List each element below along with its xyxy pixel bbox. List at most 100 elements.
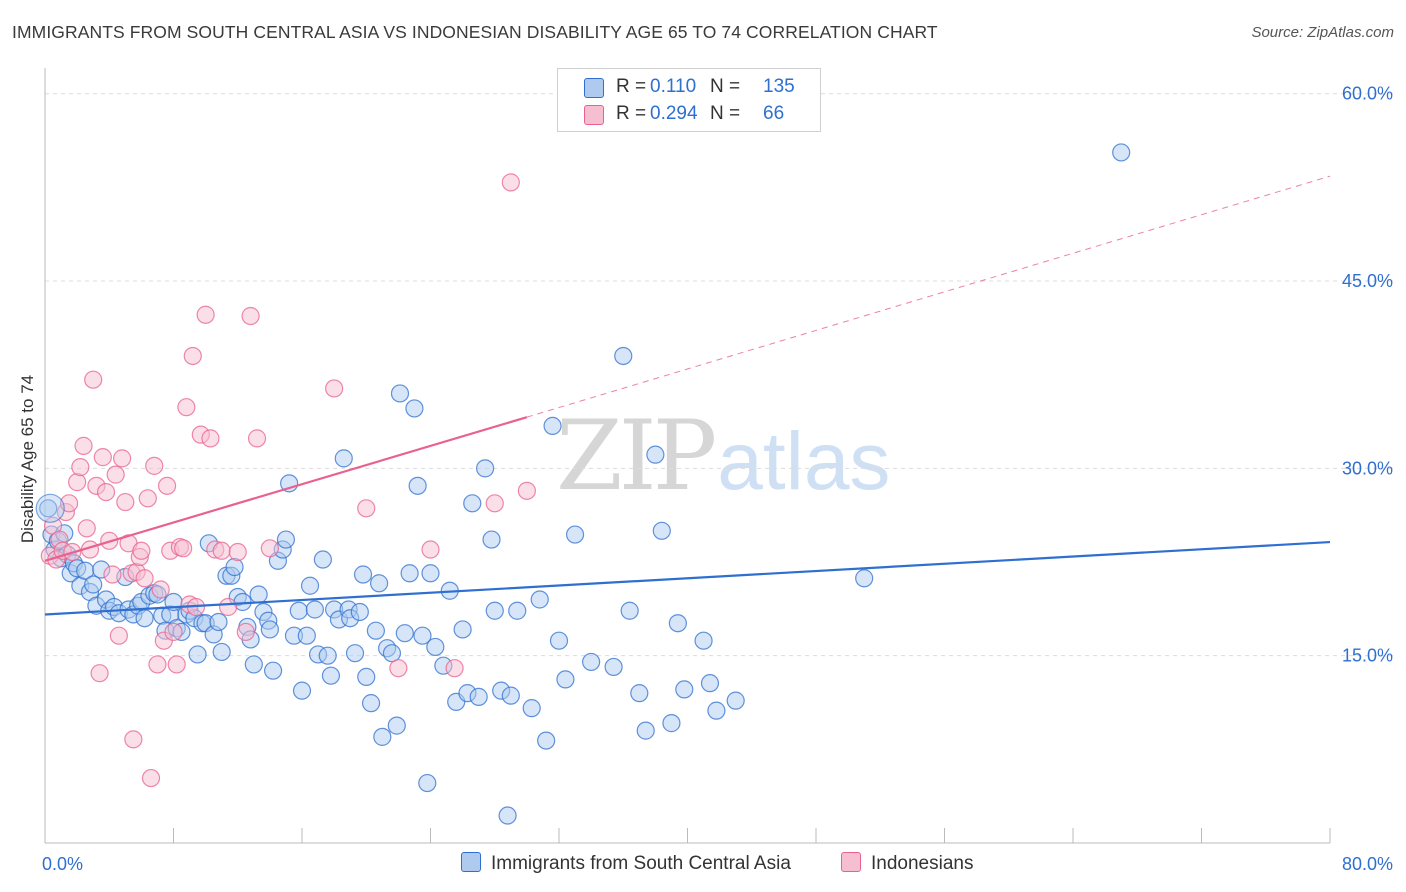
data-point-indonesians: [228, 542, 247, 562]
y-tick-label: 15.0%: [1342, 646, 1393, 666]
data-point-indonesians: [124, 730, 143, 749]
data-point-indonesians: [357, 499, 376, 518]
data-point-indonesians: [183, 346, 202, 366]
data-point-indonesians: [74, 436, 93, 455]
x-tick-label: 80.0%: [1342, 854, 1393, 874]
data-point-indonesians: [260, 539, 279, 558]
legend-label: Immigrants from South Central Asia: [491, 853, 791, 874]
data-point-indonesians: [201, 429, 220, 448]
data-point-south-central-asia: [297, 626, 316, 645]
data-point-south-central-asia: [361, 694, 381, 713]
data-point-south-central-asia: [370, 574, 389, 593]
data-point-south-central-asia: [620, 601, 639, 620]
watermark-atlas: atlas: [717, 416, 891, 507]
data-point-south-central-asia: [84, 575, 103, 594]
data-point-indonesians: [421, 540, 440, 559]
data-point-south-central-asia: [694, 631, 713, 650]
data-point-indonesians: [135, 569, 154, 588]
data-point-south-central-asia: [39, 499, 58, 518]
data-point-indonesians: [247, 429, 267, 448]
data-point-south-central-asia: [418, 773, 437, 793]
data-point-south-central-asia: [482, 530, 501, 549]
data-point-indonesians: [59, 494, 79, 513]
data-point-south-central-asia: [318, 646, 337, 665]
data-point-indonesians: [96, 482, 116, 502]
data-point-indonesians: [389, 659, 408, 678]
data-point-indonesians: [157, 476, 177, 495]
data-point-south-central-asia: [209, 612, 228, 632]
data-point-south-central-asia: [405, 399, 424, 418]
n-label: N =: [710, 76, 741, 97]
data-point-south-central-asia: [463, 494, 482, 513]
watermark-zip: ZIP: [556, 400, 717, 512]
y-axis-label: Disability Age 65 to 74: [18, 375, 37, 543]
data-point-indonesians: [212, 541, 231, 560]
r-label: R =: [616, 76, 647, 97]
data-point-south-central-asia: [508, 601, 527, 620]
data-point-indonesians: [177, 398, 196, 417]
data-point-indonesians: [164, 622, 183, 642]
data-point-indonesians: [90, 664, 109, 683]
data-point-south-central-asia: [1112, 143, 1131, 162]
data-point-indonesians: [71, 458, 90, 477]
data-point-south-central-asia: [537, 731, 556, 750]
data-point-indonesians: [219, 597, 238, 617]
data-point-indonesians: [103, 565, 122, 584]
data-point-south-central-asia: [565, 525, 585, 544]
data-point-south-central-asia: [313, 550, 332, 569]
data-point-south-central-asia: [855, 569, 874, 588]
data-point-south-central-asia: [453, 620, 472, 639]
data-point-south-central-asia: [413, 626, 432, 645]
data-point-indonesians: [109, 626, 128, 645]
data-point-south-central-asia: [353, 565, 373, 584]
data-point-south-central-asia: [530, 590, 549, 609]
data-point-indonesians: [501, 173, 520, 192]
data-point-indonesians: [93, 448, 112, 467]
data-point-south-central-asia: [263, 661, 283, 680]
data-point-south-central-asia: [549, 631, 569, 650]
y-tick-label: 45.0%: [1342, 271, 1393, 291]
data-point-south-central-asia: [350, 602, 369, 622]
data-point-south-central-asia: [582, 652, 601, 672]
data-point-south-central-asia: [662, 714, 681, 733]
data-point-south-central-asia: [646, 445, 665, 464]
r-value: 0.294: [650, 103, 698, 124]
data-point-south-central-asia: [366, 621, 385, 640]
x-tick-label: 0.0%: [42, 854, 83, 874]
data-point-south-central-asia: [395, 624, 414, 643]
r-label: R =: [616, 103, 647, 124]
blue-swatch: [461, 852, 481, 872]
n-value: 135: [763, 76, 795, 97]
data-point-south-central-asia: [630, 684, 649, 703]
y-tick-label: 30.0%: [1342, 458, 1393, 478]
data-point-south-central-asia: [289, 601, 308, 620]
data-point-south-central-asia: [498, 806, 517, 825]
y-tick-label: 60.0%: [1342, 84, 1393, 104]
trendline-indonesians: [44, 416, 528, 562]
data-point-cluster: [35, 493, 65, 523]
chart-title: IMMIGRANTS FROM SOUTH CENTRAL ASIA VS IN…: [12, 22, 938, 42]
data-point-indonesians: [106, 465, 125, 484]
data-point-south-central-asia: [334, 449, 353, 468]
data-point-south-central-asia: [135, 609, 154, 628]
data-point-south-central-asia: [556, 670, 575, 689]
data-point-indonesians: [77, 519, 96, 538]
data-point-indonesians: [141, 768, 161, 788]
data-point-indonesians: [236, 622, 255, 642]
n-label: N =: [710, 103, 741, 124]
data-point-south-central-asia: [276, 530, 296, 549]
pink-swatch: [841, 852, 861, 872]
data-point-indonesians: [151, 580, 170, 599]
data-point-south-central-asia: [421, 564, 440, 583]
data-point-south-central-asia: [522, 699, 541, 718]
watermark: ZIPatlas: [556, 400, 890, 512]
data-point-indonesians: [116, 492, 135, 512]
data-point-south-central-asia: [249, 585, 268, 604]
r-value: 0.110: [650, 76, 697, 97]
data-point-south-central-asia: [260, 620, 279, 639]
series-legend: Immigrants from South Central Asia Indon…: [0, 852, 1406, 880]
legend-item-south-central-asia: Immigrants from South Central Asia: [461, 852, 791, 875]
n-value: 66: [763, 103, 785, 124]
data-point-south-central-asia: [543, 416, 562, 436]
